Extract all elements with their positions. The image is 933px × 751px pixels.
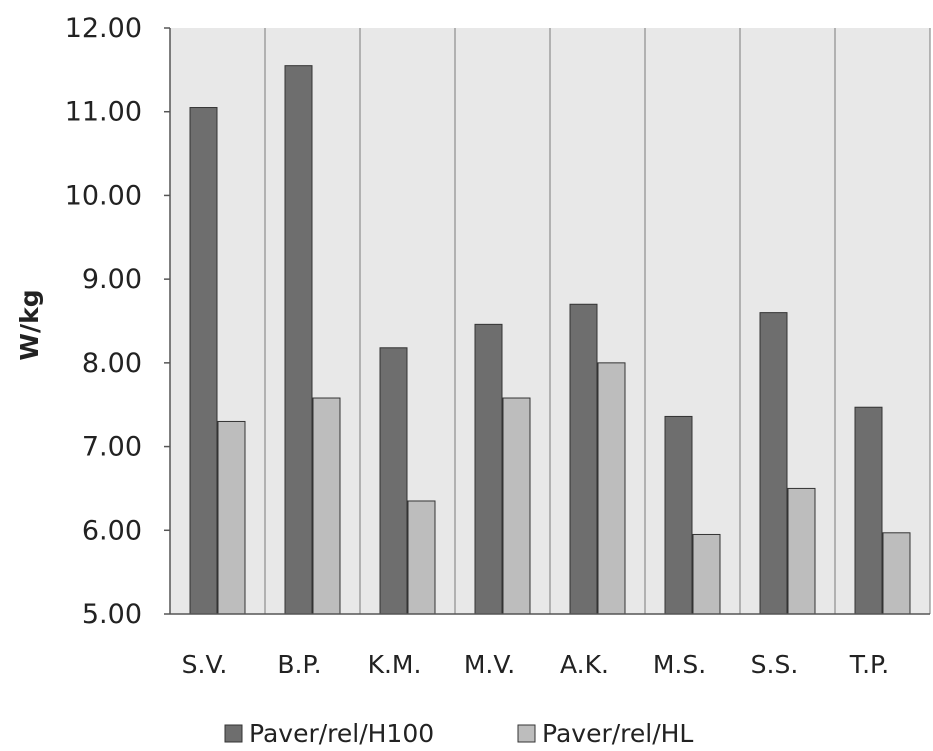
category-separators bbox=[264, 28, 931, 614]
bar-hl-sv bbox=[217, 420, 246, 615]
bar-hl-tp bbox=[882, 532, 911, 615]
legend-label: Paver/rel/HL bbox=[542, 719, 693, 748]
legend-label: Paver/rel/H100 bbox=[249, 719, 434, 748]
bar-hl-ms bbox=[692, 533, 721, 615]
y-tick-label: 8.00 bbox=[82, 348, 142, 379]
y-tick-label: 5.00 bbox=[82, 599, 142, 630]
bar-hl-ss bbox=[787, 487, 816, 615]
bar-h100-ss bbox=[759, 312, 788, 615]
legend-swatch bbox=[517, 724, 536, 743]
legend: Paver/rel/H100 Paver/rel/HL bbox=[224, 719, 693, 748]
y-tick-label: 7.00 bbox=[82, 432, 142, 463]
y-axis-label: W/kg bbox=[15, 289, 44, 360]
x-tick-label: S.V. bbox=[182, 650, 228, 679]
x-axis-ticks: S.V. B.P. K.M. M.V. A.K. M.S. S.S. T.P. bbox=[182, 650, 890, 679]
legend-swatch bbox=[224, 724, 243, 743]
y-tick-label: 10.00 bbox=[65, 180, 142, 211]
y-tick-label: 6.00 bbox=[82, 515, 142, 546]
bar-h100-bp bbox=[284, 65, 313, 615]
y-tick-label: 12.00 bbox=[65, 13, 142, 44]
x-tick-label: T.P. bbox=[849, 650, 889, 679]
y-axis-ticks: 5.00 6.00 7.00 8.00 9.00 10.00 11.00 12.00 bbox=[65, 13, 170, 630]
x-tick-label: B.P. bbox=[277, 650, 321, 679]
x-tick-label: M.S. bbox=[653, 650, 706, 679]
bar-h100-tp bbox=[854, 406, 883, 615]
x-tick-label: S.S. bbox=[751, 650, 799, 679]
y-tick-label: 9.00 bbox=[82, 264, 142, 295]
bar-h100-ms bbox=[664, 415, 693, 615]
y-tick-label: 11.00 bbox=[65, 97, 142, 128]
bar-hl-mv bbox=[502, 397, 531, 615]
x-tick-label: M.V. bbox=[464, 650, 515, 679]
x-tick-label: A.K. bbox=[560, 650, 609, 679]
bar-h100-mv bbox=[474, 323, 503, 615]
bar-hl-ak bbox=[597, 362, 626, 615]
bar-h100-sv bbox=[189, 107, 218, 615]
bar-hl-km bbox=[407, 500, 436, 615]
bar-h100-ak bbox=[569, 303, 598, 615]
bars bbox=[189, 65, 911, 615]
bar-hl-bp bbox=[312, 397, 341, 615]
x-tick-label: K.M. bbox=[368, 650, 422, 679]
bar-h100-km bbox=[379, 347, 408, 615]
